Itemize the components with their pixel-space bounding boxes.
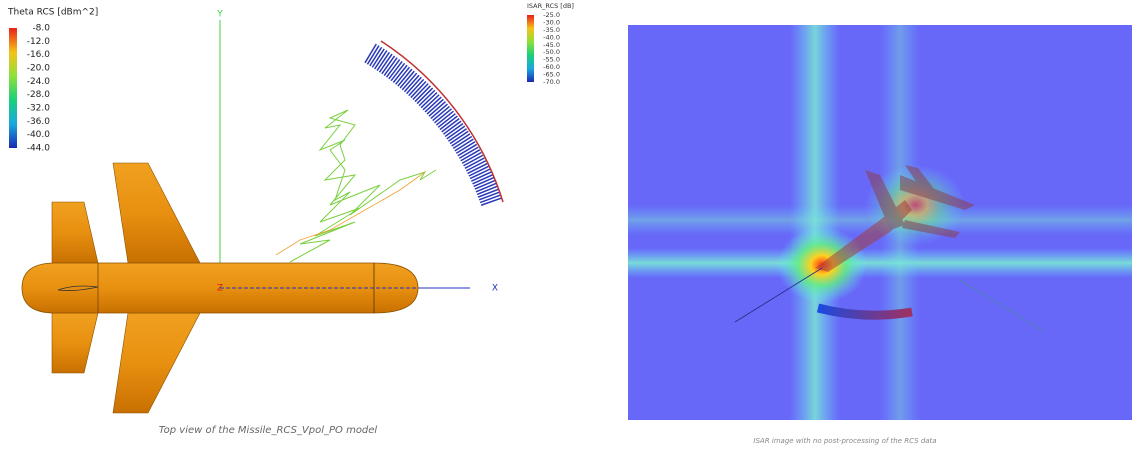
colorbar-label: -65.0 <box>543 71 560 79</box>
axis-label: Y <box>216 10 223 20</box>
axis-label: Z <box>217 284 223 294</box>
colorbar-label: -20.0 <box>27 64 51 74</box>
rcs-trace <box>275 171 426 256</box>
colorbar-label: -28.0 <box>27 90 51 100</box>
colorbar-label: -40.0 <box>27 130 51 140</box>
aircraft-overlay <box>815 165 975 272</box>
colorbar <box>527 15 534 82</box>
colorbar-labels: -25.0-30.0-35.0-40.0-45.0-50.0-55.0-60.0… <box>543 11 560 86</box>
colorbar-label: -55.0 <box>543 56 560 64</box>
isar-view: ISAR_RCS [dB] -25.0-30.0-35.0-40.0-45.0-… <box>527 2 1132 445</box>
colorbar-title: ISAR_RCS [dB] <box>527 2 574 10</box>
missile-view: Theta RCS [dBm^2] -8.0 -12.0 -16.0 -20.0 -24… <box>7 8 504 436</box>
wing <box>112 162 201 264</box>
colorbar-label: -12.0 <box>27 37 51 47</box>
observation-arc <box>364 43 503 207</box>
colorbar-label: -30.0 <box>543 18 560 26</box>
colorbar-label: -32.0 <box>27 104 51 114</box>
wing <box>112 312 201 414</box>
caption: Top view of the Missile_RCS_Vpol_PO mode… <box>159 425 378 436</box>
axis-label: X <box>492 284 498 294</box>
observation-arc <box>816 303 913 320</box>
colorbar-label: -16.0 <box>27 50 51 60</box>
colorbar <box>9 28 17 148</box>
nozzle <box>57 285 99 291</box>
colorbar-label: -60.0 <box>543 63 560 71</box>
colorbar-title: Theta RCS [dBm^2] <box>7 8 98 18</box>
colorbar-label: -36.0 <box>27 117 51 127</box>
colorbar-label: -44.0 <box>27 144 51 154</box>
axis-line <box>734 267 823 323</box>
fin <box>51 312 99 374</box>
axis-line <box>959 279 1046 333</box>
colorbar-label: -40.0 <box>543 33 560 41</box>
caption: ISAR image with no post-processing of th… <box>753 437 936 445</box>
rcs-trace <box>289 109 437 263</box>
colorbar-label: -45.0 <box>543 41 560 49</box>
fin <box>51 201 99 264</box>
colorbar-label: -24.0 <box>27 77 51 87</box>
colorbar-label: -70.0 <box>543 78 560 86</box>
observation-arc-edge <box>380 40 504 203</box>
colorbar-labels: -8.0 -12.0 -16.0 -20.0 -24.0 -28.0 -32.0 -36.0 -… <box>27 24 51 154</box>
colorbar-label: -35.0 <box>543 26 560 34</box>
colorbar-label: -8.0 <box>32 24 50 34</box>
colorbar-label: -50.0 <box>543 48 560 56</box>
colorbar-label: -25.0 <box>543 11 560 19</box>
